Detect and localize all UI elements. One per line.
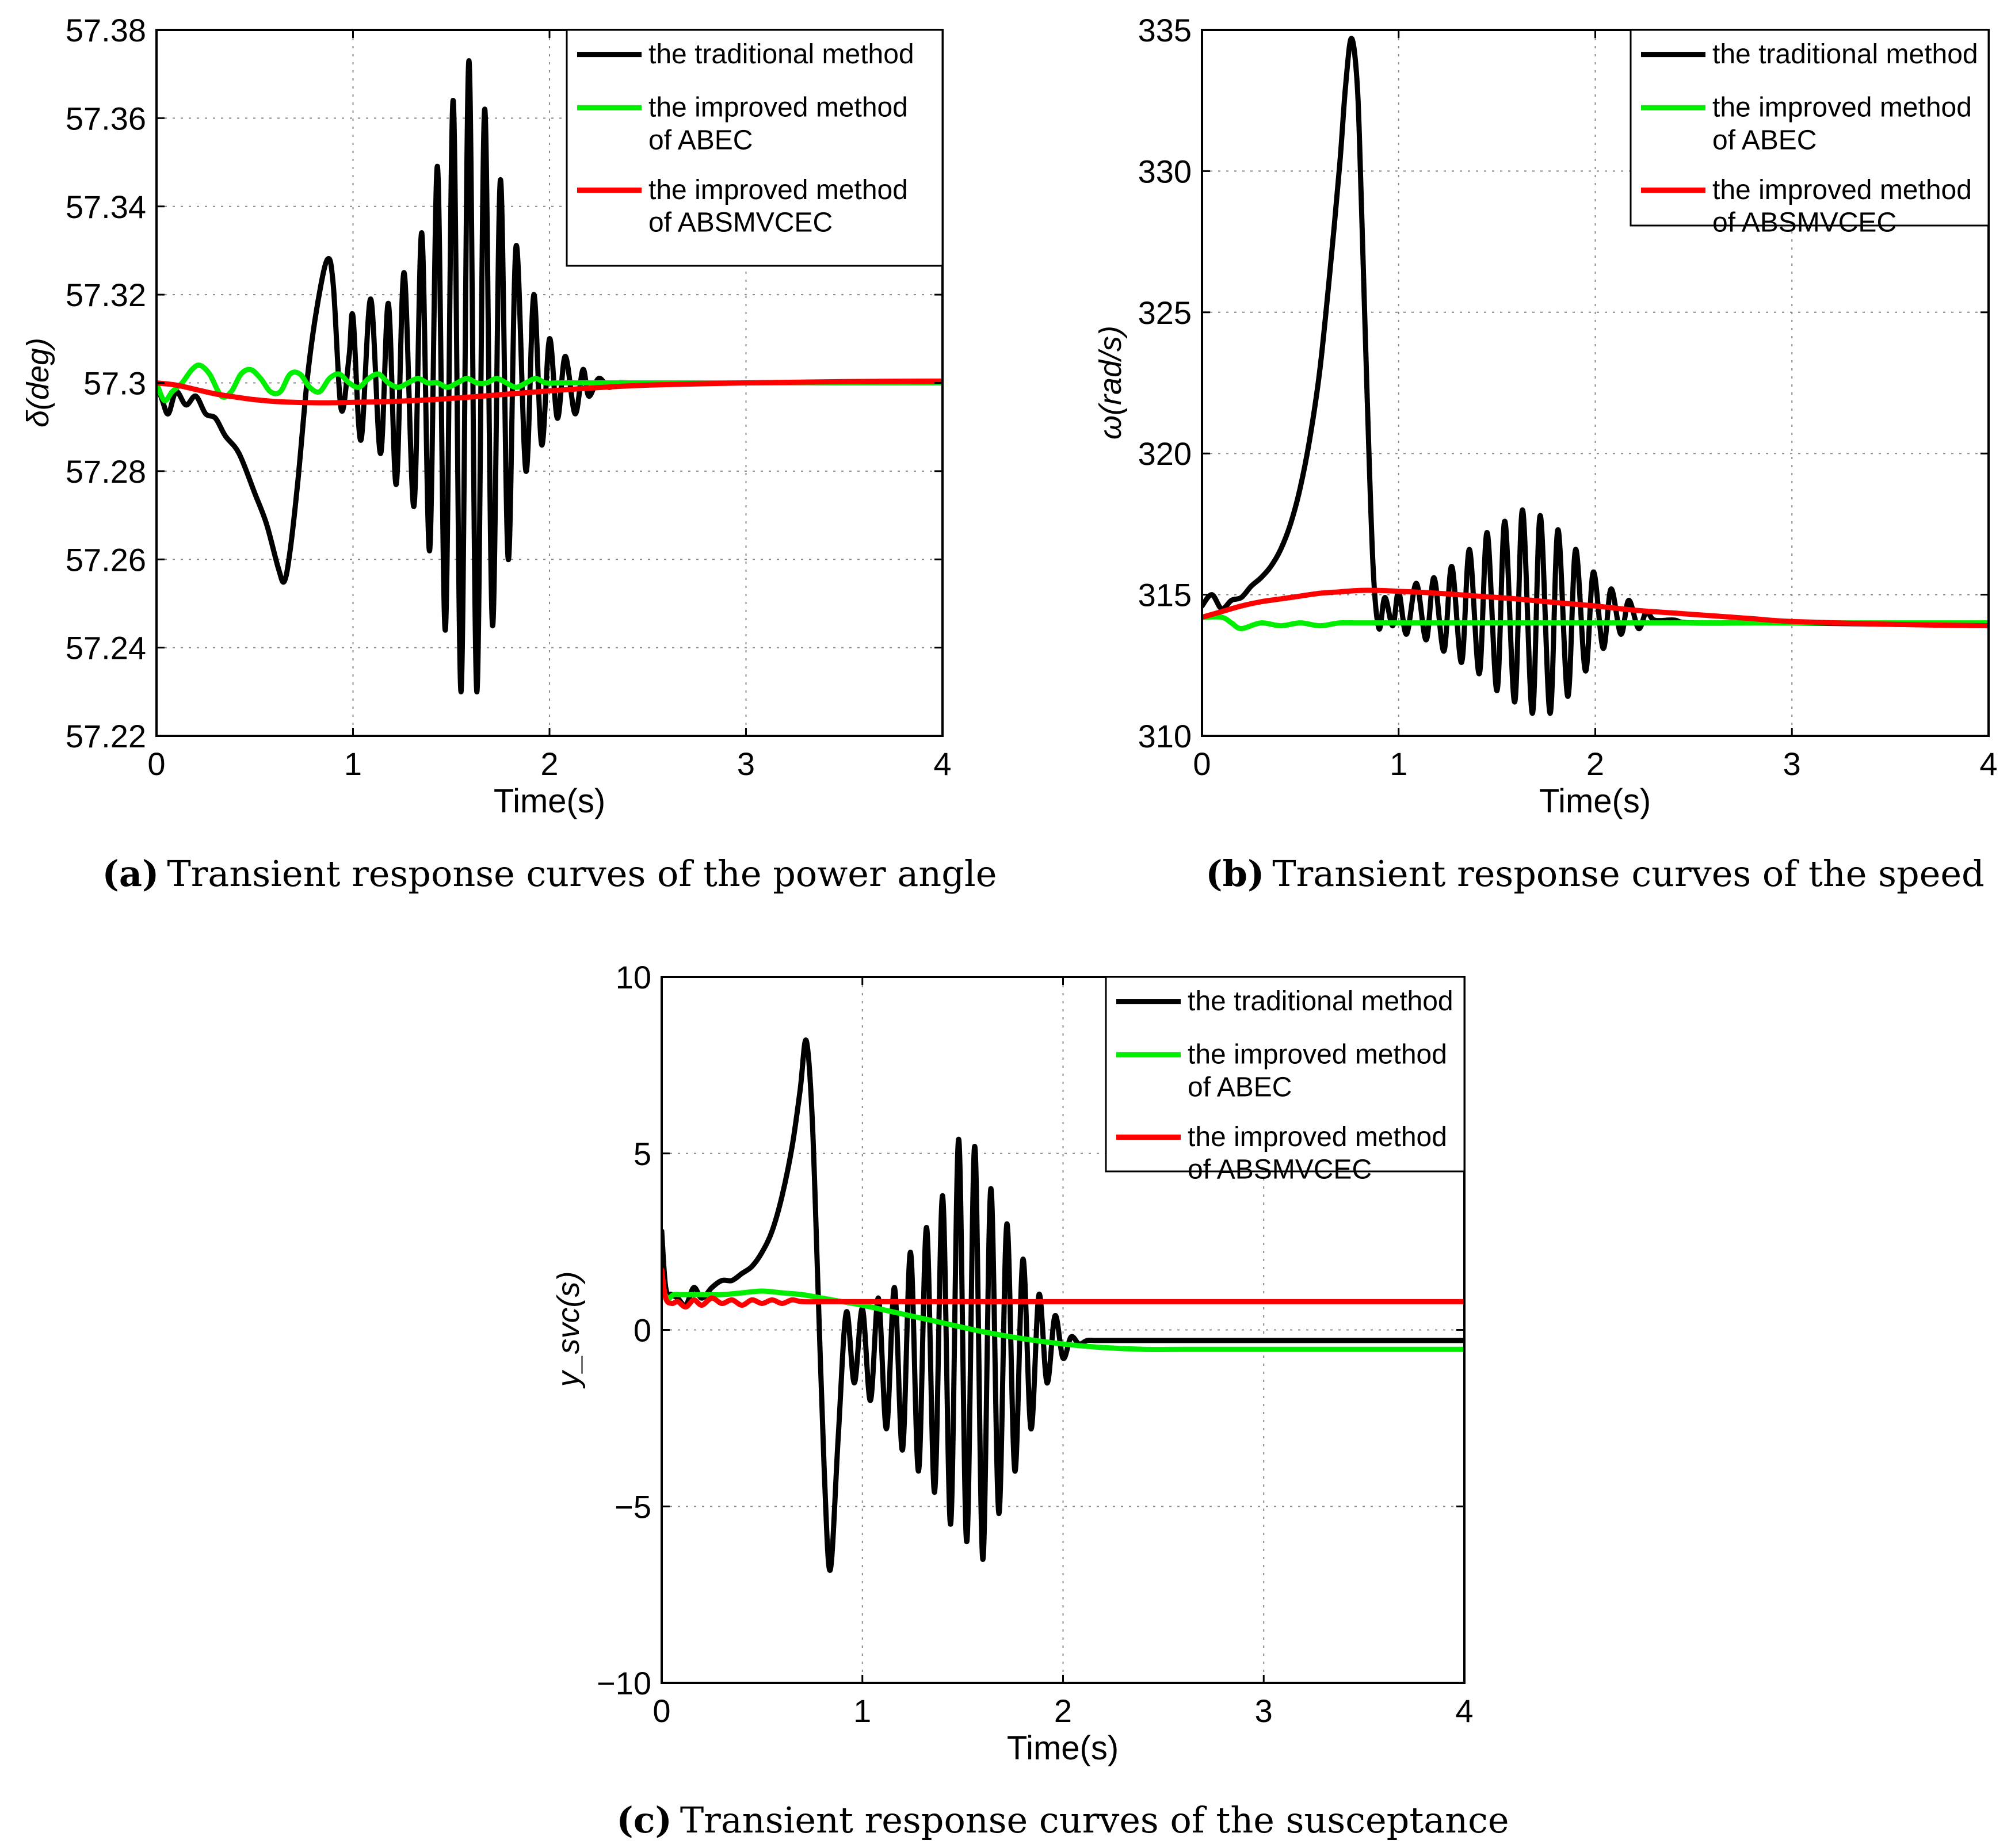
ticks-b: 0 1 2 3 4 310 315 320 325 330 335 bbox=[1138, 12, 1998, 782]
x-tick-label-b-0: 0 bbox=[1193, 746, 1211, 782]
panel-a: 0 1 2 3 4 57.22 57.24 57.26 57.28 57.3 57.32 57.34 5… bbox=[21, 12, 997, 895]
x-tick-label-b-2: 2 bbox=[1586, 746, 1604, 782]
y-tick-label-a-7: 57.36 bbox=[66, 100, 146, 136]
x-tick-label-c-4: 4 bbox=[1455, 1693, 1473, 1729]
legend-label-a-traditional-0: the traditional method bbox=[648, 39, 914, 70]
caption-text-b: Transient response curves of the speed bbox=[1272, 853, 1984, 895]
series-line-c-abec bbox=[662, 1285, 1464, 1352]
legend-c: the traditional method the improved metho… bbox=[1105, 976, 1466, 1185]
legend-label-b-absmvcec-1: of ABSMVCEC bbox=[1712, 208, 1896, 238]
x-tick-label-c-3: 3 bbox=[1255, 1693, 1273, 1729]
legend-label-c-absmvcec-1: of ABSMVCEC bbox=[1188, 1155, 1372, 1185]
y-tick-label-b-3: 325 bbox=[1138, 295, 1192, 331]
y-tick-label-c-2: 0 bbox=[634, 1312, 651, 1349]
series-line-b-abec bbox=[1202, 614, 1989, 631]
y-tick-label-a-3: 57.28 bbox=[66, 453, 146, 490]
y-axis-label-a: δ(deg) bbox=[21, 338, 55, 427]
legend-box-b bbox=[1630, 29, 1990, 227]
series-layer-b bbox=[1202, 36, 1989, 716]
y-tick-label-c-3: 5 bbox=[634, 1136, 651, 1172]
x-tick-label-b-1: 1 bbox=[1390, 746, 1407, 782]
y-tick-label-a-0: 57.22 bbox=[66, 718, 146, 754]
panel-b: 0 1 2 3 4 310 315 320 325 330 335 Time(s) ω(rad/s)… bbox=[1093, 12, 1998, 895]
x-tick-label-a-2: 2 bbox=[540, 746, 558, 782]
caption-text-c: Transient response curves of the suscept… bbox=[680, 1799, 1509, 1841]
x-tick-label-a-0: 0 bbox=[147, 746, 165, 782]
legend-label-c-absmvcec-0: the improved method bbox=[1188, 1122, 1447, 1152]
caption-text-a: Transient response curves of the power a… bbox=[167, 853, 997, 895]
legend-label-a-abec-1: of ABEC bbox=[648, 125, 753, 155]
ticks-a: 0 1 2 3 4 57.22 57.24 57.26 57.28 57.3 57.32 57.34 5… bbox=[66, 12, 952, 782]
y-tick-label-a-2: 57.26 bbox=[66, 541, 146, 578]
x-tick-label-c-1: 1 bbox=[853, 1693, 871, 1729]
y-tick-label-b-1: 315 bbox=[1138, 577, 1192, 613]
y-tick-label-b-4: 330 bbox=[1138, 153, 1192, 189]
legend-label-b-traditional-0: the traditional method bbox=[1712, 39, 1978, 70]
series-line-a-absmvcec bbox=[157, 378, 942, 406]
panel-label-b: (b) bbox=[1205, 853, 1264, 895]
y-tick-label-a-8: 57.38 bbox=[66, 12, 146, 48]
y-axis-label-b: ω(rad/s) bbox=[1093, 326, 1128, 440]
panel-label-a: (a) bbox=[102, 853, 159, 895]
legend-label-a-absmvcec-0: the improved method bbox=[648, 175, 908, 205]
y-tick-label-b-0: 310 bbox=[1138, 718, 1192, 754]
legend-label-c-abec-1: of ABEC bbox=[1188, 1072, 1292, 1102]
y-tick-label-c-1: −5 bbox=[615, 1488, 651, 1525]
x-tick-label-a-3: 3 bbox=[737, 746, 755, 782]
series-line-a-abec bbox=[157, 362, 942, 403]
caption-c: (c) Transient response curves of the susc… bbox=[616, 1799, 1509, 1841]
x-tick-label-b-3: 3 bbox=[1783, 746, 1801, 782]
caption-b: (b) Transient response curves of the spee… bbox=[1205, 853, 1984, 895]
legend-box-a bbox=[566, 29, 944, 267]
legend-label-b-abec-0: the improved method bbox=[1712, 93, 1972, 123]
y-tick-label-c-0: −10 bbox=[597, 1665, 651, 1701]
panel-c: 0 1 2 3 4 −10 −5 0 5 10 Time(s) y_svc(s) the trad… bbox=[551, 959, 1509, 1841]
x-tick-label-c-2: 2 bbox=[1054, 1693, 1072, 1729]
caption-a: (a) Transient response curves of the powe… bbox=[102, 853, 997, 895]
y-tick-label-a-5: 57.32 bbox=[66, 277, 146, 313]
y-tick-label-b-2: 320 bbox=[1138, 436, 1192, 472]
legend-b: the traditional method the improved metho… bbox=[1630, 29, 1990, 238]
series-line-b-absmvcec bbox=[1202, 587, 1989, 629]
y-tick-label-a-4: 57.3 bbox=[83, 365, 146, 402]
series-line-c-traditional bbox=[662, 1037, 1464, 1573]
y-axis-label-c: y_svc(s) bbox=[551, 1272, 586, 1389]
x-tick-label-a-4: 4 bbox=[933, 746, 951, 782]
x-axis-label-a: Time(s) bbox=[494, 782, 605, 820]
series-line-c-absmvcec bbox=[662, 1267, 1464, 1310]
series-line-b-traditional bbox=[1202, 36, 1989, 716]
legend-label-b-absmvcec-0: the improved method bbox=[1712, 175, 1972, 205]
y-tick-label-a-6: 57.34 bbox=[66, 189, 146, 225]
x-axis-label-b: Time(s) bbox=[1539, 782, 1651, 820]
panel-label-c: (c) bbox=[616, 1799, 671, 1841]
y-tick-label-b-5: 335 bbox=[1138, 12, 1192, 48]
y-tick-label-c-4: 10 bbox=[616, 959, 651, 995]
legend-a: the traditional method the improved metho… bbox=[566, 29, 944, 267]
legend-label-a-absmvcec-1: of ABSMVCEC bbox=[648, 208, 833, 238]
ticks-c: 0 1 2 3 4 −10 −5 0 5 10 bbox=[597, 959, 1474, 1729]
x-tick-label-c-0: 0 bbox=[652, 1693, 670, 1729]
legend-label-c-traditional-0: the traditional method bbox=[1188, 986, 1453, 1017]
series-layer-c bbox=[662, 1037, 1464, 1573]
legend-label-a-abec-0: the improved method bbox=[648, 93, 908, 123]
series-layer-a bbox=[157, 58, 942, 694]
x-tick-label-b-4: 4 bbox=[1979, 746, 1997, 782]
legend-label-c-abec-0: the improved method bbox=[1188, 1040, 1447, 1070]
x-axis-label-c: Time(s) bbox=[1007, 1729, 1119, 1767]
legend-label-b-abec-1: of ABEC bbox=[1712, 125, 1817, 155]
y-tick-label-a-1: 57.24 bbox=[66, 630, 146, 666]
x-tick-label-a-1: 1 bbox=[344, 746, 362, 782]
series-line-a-traditional bbox=[157, 58, 942, 694]
